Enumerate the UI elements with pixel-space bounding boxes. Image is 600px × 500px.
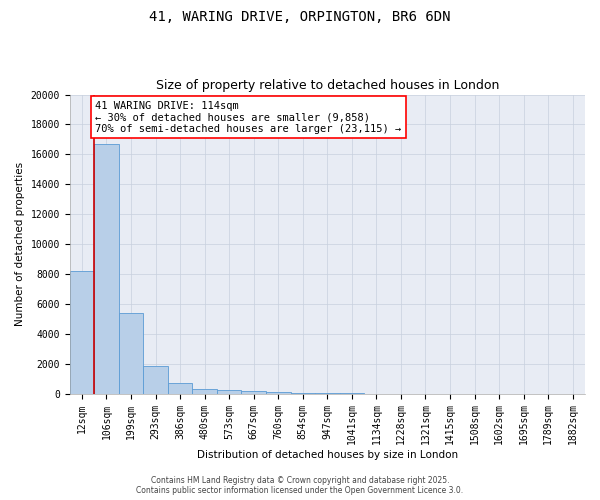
Text: 41, WARING DRIVE, ORPINGTON, BR6 6DN: 41, WARING DRIVE, ORPINGTON, BR6 6DN xyxy=(149,10,451,24)
Bar xyxy=(143,366,168,394)
Text: 41 WARING DRIVE: 114sqm
← 30% of detached houses are smaller (9,858)
70% of semi: 41 WARING DRIVE: 114sqm ← 30% of detache… xyxy=(95,100,401,134)
Title: Size of property relative to detached houses in London: Size of property relative to detached ho… xyxy=(155,79,499,92)
Bar xyxy=(70,271,94,394)
Bar xyxy=(217,390,241,394)
Bar xyxy=(266,392,290,394)
X-axis label: Distribution of detached houses by size in London: Distribution of detached houses by size … xyxy=(197,450,458,460)
Y-axis label: Number of detached properties: Number of detached properties xyxy=(15,162,25,326)
Bar xyxy=(290,393,315,394)
Bar xyxy=(119,313,143,394)
Bar xyxy=(241,391,266,394)
Bar xyxy=(94,144,119,394)
Text: Contains HM Land Registry data © Crown copyright and database right 2025.
Contai: Contains HM Land Registry data © Crown c… xyxy=(136,476,464,495)
Bar xyxy=(193,389,217,394)
Bar xyxy=(168,383,193,394)
